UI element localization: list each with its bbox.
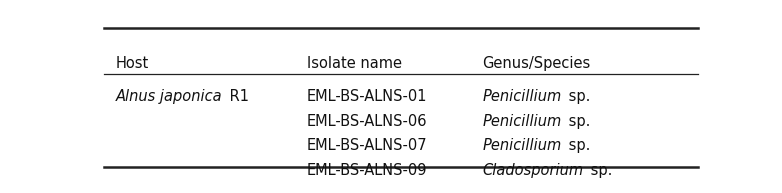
Text: Isolate name: Isolate name [307,56,402,71]
Text: EML-BS-ALNS-07: EML-BS-ALNS-07 [307,138,428,153]
Text: EML-BS-ALNS-01: EML-BS-ALNS-01 [307,89,427,104]
Text: sp.: sp. [586,163,612,178]
Text: EML-BS-ALNS-09: EML-BS-ALNS-09 [307,163,427,178]
Text: sp.: sp. [565,114,590,129]
Text: Alnus japonica: Alnus japonica [116,89,223,104]
Text: sp.: sp. [565,89,590,104]
Text: R1: R1 [225,89,249,104]
Text: sp.: sp. [565,138,590,153]
Text: Penicillium: Penicillium [482,114,561,129]
Text: Penicillium: Penicillium [482,89,561,104]
Text: EML-BS-ALNS-06: EML-BS-ALNS-06 [307,114,427,129]
Text: Genus/Species: Genus/Species [482,56,591,71]
Text: Penicillium: Penicillium [482,138,561,153]
Text: Host: Host [116,56,149,71]
Text: Cladosporium: Cladosporium [482,163,583,178]
